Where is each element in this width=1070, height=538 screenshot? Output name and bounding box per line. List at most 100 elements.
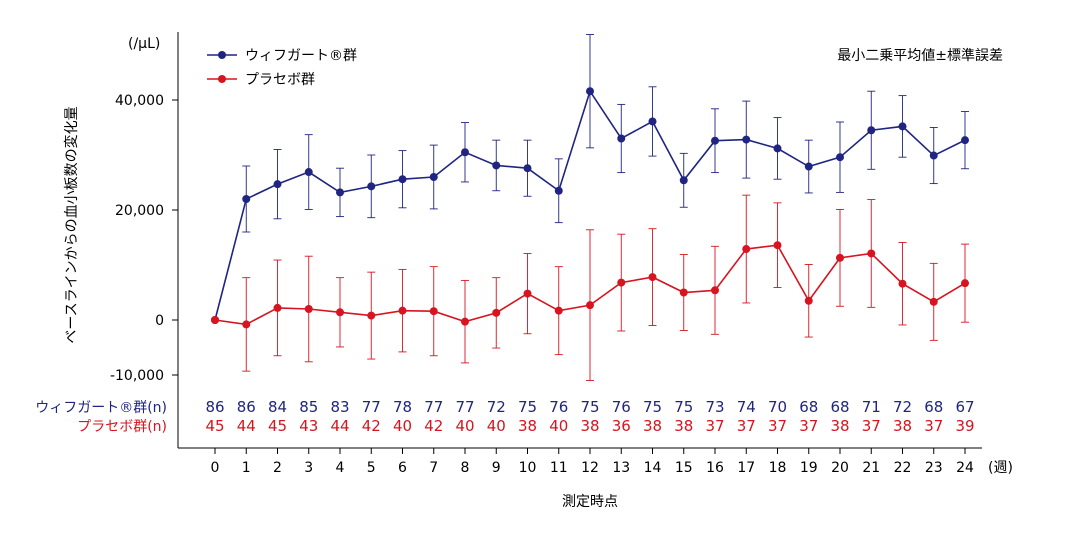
data-point [711,136,719,145]
legend-label-placebo: プラセボ群 [245,72,315,88]
axes [177,32,982,449]
n-value: 72 [893,398,912,416]
n-value: 37 [924,417,943,435]
n-value: 37 [862,417,881,435]
data-point [273,303,282,312]
n-value: 38 [580,417,599,435]
series-1 [211,194,969,381]
x-tick-label: 0 [211,460,220,476]
n-value: 40 [549,417,568,435]
legend: ウィフガート®群 プラセボ群 [207,48,357,88]
n-value: 37 [737,417,756,435]
y-tick-label: -10,000 [110,368,164,384]
data-point [429,173,438,181]
n-value: 77 [455,398,474,416]
y-axis-label: ベースラインからの血小板数の変化量 [63,106,80,343]
n-value: 85 [299,398,318,416]
x-tick-label: 16 [706,460,724,476]
data-point [492,161,501,170]
x-tick-label: 18 [769,460,787,476]
data-point [586,301,594,310]
x-tick-label: 21 [862,460,880,476]
series-layer [211,34,969,381]
data-point [711,286,719,295]
data-point [898,122,907,131]
n-value: 37 [705,417,724,435]
legend-marker-placebo [218,75,226,83]
legend-label-wifgart: ウィフガート®群 [245,48,357,64]
data-point [304,305,313,313]
x-unit-label: (週) [988,460,1013,476]
data-point [586,87,594,96]
data-point [242,195,251,203]
legend-marker-wifgart [218,51,226,59]
data-point [461,148,469,157]
data-point [617,278,626,287]
n-value: 76 [549,398,568,416]
n-value: 67 [955,398,974,416]
n-value: 38 [830,417,849,435]
n-value: 68 [924,398,943,416]
n-value: 74 [737,398,756,416]
stat-note: 最小二乗平均値±標準誤差 [837,48,1003,64]
y-tick-label: 0 [155,313,164,329]
data-point [367,182,376,191]
n-value: 37 [799,417,818,435]
n-table: ウィフガート®群(n) 86 86 84 85 83 77 78 77 77 72 75 76 75 76 7… [35,398,974,435]
n-value: 75 [643,398,662,416]
n-value: 44 [237,417,256,435]
n-value: 71 [862,398,881,416]
data-point [742,245,751,254]
n-value: 75 [518,398,537,416]
data-point [867,126,876,135]
n-value: 36 [612,417,631,435]
n-value: 70 [768,398,787,416]
x-tick-label: 14 [644,460,662,476]
n-value: 75 [580,398,599,416]
x-tick-label: 19 [800,460,818,476]
x-tick-label: 13 [612,460,630,476]
data-point [929,297,938,306]
n-value: 78 [393,398,412,416]
n-value: 45 [205,417,224,435]
data-point [804,296,813,305]
data-point [679,288,688,297]
x-tick-label: 20 [831,460,849,476]
x-tick-label: 7 [429,460,438,476]
x-tick-label: 24 [956,460,974,476]
n-value: 38 [518,417,537,435]
data-point [742,135,751,144]
y-tick-label: 20,000 [115,203,164,219]
y-tick-label: 40,000 [115,93,164,109]
data-point [554,186,563,195]
data-point [398,175,407,184]
x-tick-label: 15 [675,460,693,476]
data-point [867,249,876,258]
n-row-label: ウィフガート®群(n) [35,400,167,416]
data-point [648,273,657,282]
data-point [961,136,969,145]
n-value: 68 [830,398,849,416]
n-value: 84 [268,398,287,416]
data-point [804,162,813,171]
data-point [429,307,438,316]
x-tick-label: 12 [581,460,599,476]
data-point [523,164,532,173]
data-point [836,153,844,162]
x-tick-label: 23 [925,460,943,476]
x-tick-label: 11 [550,460,568,476]
data-point [461,317,469,326]
n-value: 40 [455,417,474,435]
data-point [961,279,969,288]
data-point [617,134,626,143]
n-value: 40 [393,417,412,435]
n-value: 83 [330,398,349,416]
n-value: 38 [893,417,912,435]
data-point [929,151,938,160]
y-unit-label: (/μL) [128,36,160,52]
data-point [836,253,844,262]
n-row-label: プラセボ群(n) [77,419,167,435]
data-point [398,306,407,315]
x-tick-label: 22 [894,460,912,476]
